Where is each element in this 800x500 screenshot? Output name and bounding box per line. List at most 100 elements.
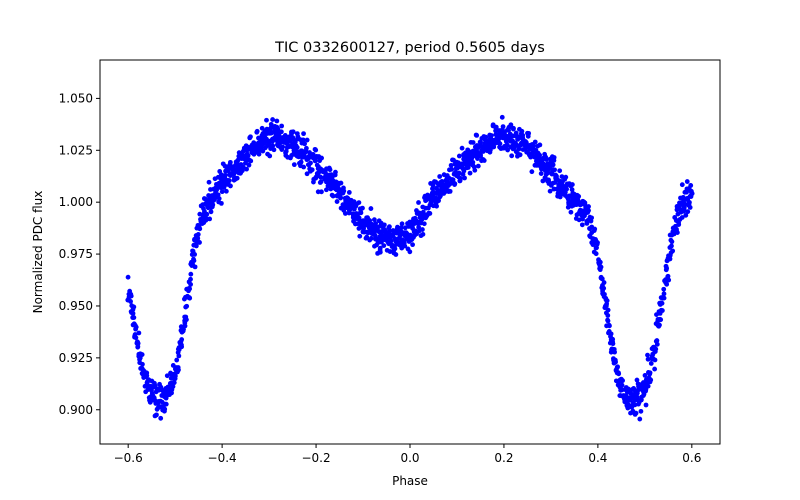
data-point [319,189,324,195]
data-point [195,231,201,237]
x-tick-label: 0.6 [682,451,701,465]
data-point [458,175,463,181]
data-point [538,171,544,176]
data-point [206,179,212,185]
data-point [526,130,532,136]
data-point [652,366,658,372]
x-tick-label: 0.0 [400,451,419,465]
data-point [392,246,398,252]
data-point [158,415,164,421]
data-point [616,371,622,377]
data-point [643,387,649,392]
data-point [187,295,193,301]
data-point [421,221,427,227]
data-point [674,230,680,235]
y-tick-label: 0.975 [59,247,93,261]
data-point [246,162,252,168]
data-point [388,238,394,244]
data-point [318,179,324,184]
data-point [398,225,404,231]
data-point [248,134,253,140]
data-point [223,188,229,194]
data-point [308,160,313,166]
data-point [356,200,362,206]
data-point [136,330,142,336]
data-point [669,239,675,245]
data-point [523,140,529,145]
data-point [416,200,421,205]
data-point [172,373,178,379]
data-point [601,280,607,285]
data-point [489,133,494,138]
data-point [204,211,210,217]
data-point [604,298,610,304]
data-point [545,170,551,176]
data-point [670,248,676,254]
data-point [182,323,188,329]
data-point [643,402,649,408]
data-point [140,361,145,367]
data-point [139,352,145,357]
data-point [176,367,181,373]
data-point [499,114,505,120]
data-point [301,164,307,170]
data-point [551,155,557,160]
data-point [310,151,316,157]
data-point [529,169,535,175]
data-point [170,384,176,389]
data-point [683,212,689,218]
data-point [557,168,563,174]
data-point [399,221,405,227]
data-point [420,227,425,232]
data-point [367,218,373,223]
data-point [179,337,185,342]
y-tick-label: 0.950 [59,299,93,313]
data-point [497,141,503,147]
data-point [346,190,352,195]
data-point [532,139,538,145]
data-point [607,323,612,329]
data-point [294,145,300,150]
data-point [511,125,516,131]
data-point [509,153,515,159]
data-point [128,299,133,304]
data-point [219,200,224,206]
data-point [254,128,260,134]
data-point [307,150,312,155]
data-point [416,210,422,216]
data-point [197,240,202,245]
data-point [546,179,552,185]
data-point [637,416,643,422]
data-point [602,291,607,297]
data-point [448,162,454,168]
data-point [223,172,228,178]
data-point [176,353,182,359]
data-point [133,335,139,341]
data-point [613,359,618,365]
data-point [280,144,286,150]
data-point [334,199,340,204]
data-point [387,224,392,230]
data-point [648,361,654,366]
data-point [552,167,557,173]
data-point [543,157,549,162]
data-point [304,171,310,177]
data-point [357,233,363,239]
data-point [369,235,374,241]
data-point [171,380,177,386]
data-point [467,170,473,176]
data-point [634,377,640,383]
data-point [395,224,400,230]
data-point [387,249,393,254]
data-point [434,203,439,209]
data-point [144,373,150,379]
data-point [687,200,692,205]
data-point [579,222,585,228]
data-point [402,225,408,231]
data-point [626,386,631,392]
data-point [131,304,137,310]
data-point [239,168,245,174]
data-point [569,182,575,187]
data-point [409,224,415,230]
